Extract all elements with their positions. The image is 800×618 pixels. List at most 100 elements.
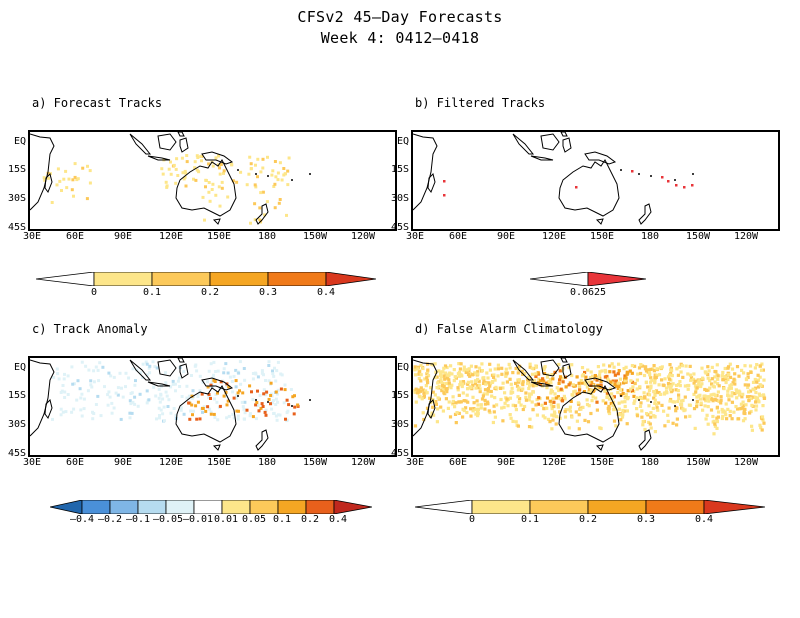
grid-cell	[587, 380, 591, 384]
grid-cell	[251, 372, 255, 375]
grid-cell	[631, 385, 635, 389]
panel-c-title: c) Track Anomaly	[32, 322, 148, 336]
grid-cell	[576, 401, 580, 405]
grid-cell	[552, 400, 556, 404]
grid-cell	[564, 385, 568, 389]
grid-cell	[220, 180, 224, 184]
grid-cell	[719, 395, 723, 399]
lon-label-c-150w: 150W	[302, 457, 328, 468]
grid-cell	[232, 416, 236, 420]
grid-cell	[260, 402, 264, 406]
grid-cell	[218, 172, 222, 176]
grid-cell	[426, 370, 430, 374]
grid-cell	[516, 371, 520, 375]
grid-cell	[725, 417, 729, 421]
grid-cell	[679, 402, 683, 407]
grid-cell	[716, 382, 720, 386]
grid-cell	[534, 365, 538, 369]
grid-cell	[460, 384, 464, 389]
grid-cell	[749, 396, 753, 400]
grid-cell	[61, 384, 65, 387]
grid-cell	[267, 397, 271, 401]
grid-cell	[684, 364, 688, 368]
grid-cell	[514, 366, 518, 371]
grid-cell	[726, 393, 730, 397]
grid-cell	[516, 380, 521, 384]
grid-cell	[646, 385, 650, 389]
grid-cell	[464, 406, 468, 410]
grid-cell	[130, 411, 134, 415]
grid-cell	[274, 397, 278, 401]
grid-cell	[526, 375, 530, 379]
grid-cell	[464, 370, 469, 374]
grid-cell	[516, 395, 520, 399]
shaded-cells	[42, 154, 291, 225]
grid-cell	[430, 411, 434, 415]
lat-label-d-15s: 15S	[390, 390, 409, 401]
grid-cell	[425, 406, 430, 410]
grid-cell	[185, 384, 189, 388]
grid-cell	[461, 391, 465, 395]
grid-cell	[589, 383, 593, 387]
grid-cell	[271, 399, 275, 402]
grid-cell	[706, 365, 710, 369]
grid-cell	[62, 177, 66, 181]
grid-cell	[63, 372, 66, 376]
island	[291, 179, 293, 181]
grid-cell	[428, 396, 432, 400]
grid-cell	[716, 377, 720, 381]
grid-cell	[745, 395, 750, 399]
grid-cell	[491, 420, 495, 425]
grid-cell	[676, 399, 680, 404]
coastline	[201, 377, 234, 391]
grid-cell	[761, 404, 765, 408]
lon-label-a-90e: 90E	[113, 231, 133, 242]
grid-cell	[521, 383, 525, 387]
grid-cell	[699, 384, 703, 389]
grid-cell	[750, 403, 754, 407]
grid-cell	[278, 198, 282, 201]
grid-cell	[500, 372, 504, 376]
grid-cell	[75, 398, 79, 402]
lon-label-b-150w: 150W	[685, 231, 711, 242]
grid-cell	[692, 372, 696, 376]
grid-cell	[141, 376, 145, 379]
grid-cell	[747, 399, 751, 403]
grid-cell	[688, 364, 692, 368]
grid-cell	[675, 383, 679, 387]
coastline	[638, 203, 652, 225]
grid-cell	[419, 363, 423, 367]
grid-cell	[481, 394, 485, 398]
grid-cell	[756, 385, 761, 389]
grid-cell	[269, 394, 273, 397]
grid-cell	[737, 417, 741, 421]
lon-label-b-90e: 90E	[496, 231, 516, 242]
grid-cell	[468, 385, 472, 389]
grid-cell	[758, 423, 762, 427]
grid-cell	[547, 380, 551, 384]
grid-cell	[551, 397, 555, 401]
grid-cell	[556, 395, 560, 399]
grid-cell	[657, 373, 662, 377]
grid-cell	[106, 393, 110, 397]
grid-cell	[169, 385, 173, 389]
grid-cell	[712, 392, 716, 396]
grid-cell	[755, 380, 759, 384]
grid-cell	[759, 383, 763, 388]
grid-cell	[630, 364, 634, 368]
grid-cell	[60, 189, 63, 192]
grid-cell	[474, 386, 478, 390]
grid-cell	[528, 384, 532, 388]
grid-cell	[641, 420, 645, 424]
grid-cell	[748, 395, 752, 399]
grid-cell	[204, 409, 208, 413]
grid-cell	[586, 368, 590, 372]
grid-cell	[561, 380, 565, 384]
grid-cell	[190, 403, 194, 407]
grid-cell	[683, 408, 687, 412]
grid-cell	[182, 370, 186, 374]
grid-cell	[209, 383, 213, 387]
grid-cell	[174, 181, 178, 185]
grid-cell	[190, 374, 193, 377]
grid-cell	[521, 387, 525, 391]
